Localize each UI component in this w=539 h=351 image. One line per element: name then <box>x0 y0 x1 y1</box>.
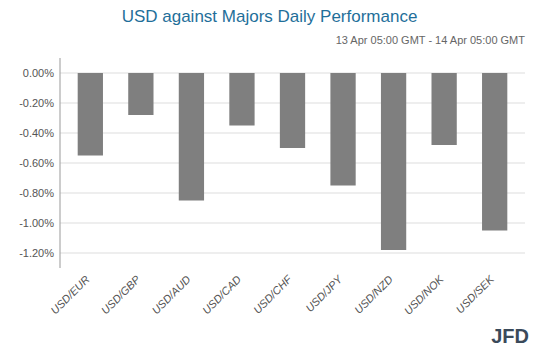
x-tick-label: USD/NOK <box>402 272 446 316</box>
bar <box>78 73 103 156</box>
grid-line <box>60 253 525 254</box>
y-tick-label: -1.00% <box>19 217 54 229</box>
y-tick-label: -0.80% <box>19 187 54 199</box>
subtitle: 13 Apr 05:00 GMT - 14 Apr 05:00 GMT <box>336 34 526 46</box>
x-tick-label: USD/AUD <box>149 273 193 317</box>
bar <box>431 73 456 145</box>
title: USD against Majors Daily Performance <box>122 7 418 26</box>
x-tick-label: USD/NZD <box>352 273 395 316</box>
x-tick-label: USD/EUR <box>48 273 92 317</box>
y-tick-label: -0.40% <box>19 127 54 139</box>
bar <box>128 73 153 115</box>
grid-line <box>60 193 525 194</box>
bar <box>229 73 254 126</box>
grid-line <box>60 223 525 224</box>
x-tick-label: USD/SEK <box>453 272 496 315</box>
bar <box>482 73 507 231</box>
x-tick-label: USD/CHF <box>251 272 295 316</box>
y-axis-line <box>60 58 61 268</box>
x-tick-label: USD/JPY <box>303 272 345 314</box>
y-tick-label: 0.00% <box>23 67 54 79</box>
bar <box>381 73 406 250</box>
x-tick-label: USD/CAD <box>200 273 244 317</box>
y-tick-label: -0.60% <box>19 157 54 169</box>
logo: JFD <box>491 325 529 347</box>
chart: USD against Majors Daily Performance 13 A… <box>0 0 539 351</box>
grid-line <box>60 163 525 164</box>
x-tick-label: USD/GBP <box>99 272 143 316</box>
bars <box>78 73 508 250</box>
bar <box>280 73 305 148</box>
y-tick-label: -1.20% <box>19 247 54 259</box>
grid <box>60 73 525 253</box>
bar <box>179 73 204 201</box>
bar <box>330 73 355 186</box>
y-tick-label: -0.20% <box>19 97 54 109</box>
